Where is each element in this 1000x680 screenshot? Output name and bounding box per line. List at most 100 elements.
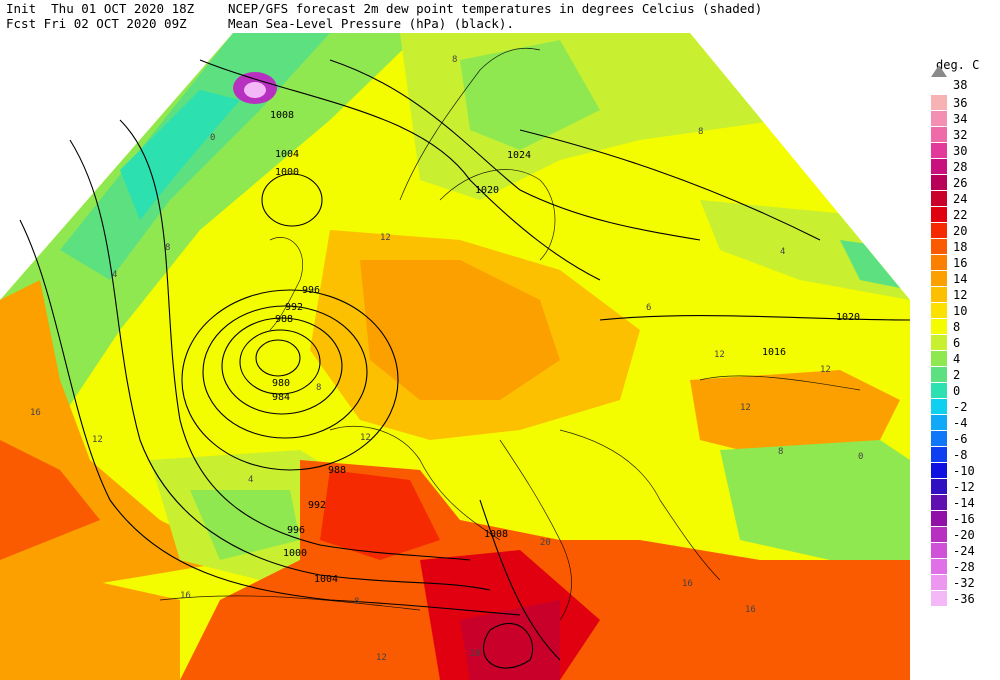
colorbar-swatch	[931, 303, 947, 318]
colorbar-swatch	[931, 559, 947, 574]
init-time-text: Init Thu 01 OCT 2020 18Z	[6, 1, 195, 16]
isobar-label: 1016	[762, 347, 786, 358]
dewpoint-label: 12	[740, 403, 751, 413]
isobar-label: 1008	[270, 110, 294, 121]
colorbar-swatch	[931, 447, 947, 462]
colorbar-swatch	[931, 111, 947, 126]
colorbar-label: 34	[953, 112, 968, 126]
dewpoint-label: 8	[354, 597, 359, 607]
forecast-time-text: Fcst Fri 02 OCT 2020 09Z	[6, 16, 187, 31]
colorbar-swatch	[931, 431, 947, 446]
dewpoint-label: 12	[360, 433, 371, 443]
coastlines	[159, 47, 861, 621]
colorbar-swatch	[931, 575, 947, 590]
dewpoint-label: 4	[248, 475, 253, 485]
isobar-label: 1024	[507, 150, 531, 161]
colorbar-top-label: 38	[953, 78, 968, 92]
dewpoint-label: 8	[165, 243, 170, 253]
isobar-label: 1004	[275, 149, 299, 160]
isobar-label: 980	[272, 378, 290, 389]
dewpoint-label: 8	[316, 383, 321, 393]
colorbar-swatch	[931, 239, 947, 254]
dewpoint-label: 4	[112, 270, 117, 280]
colorbar-swatch	[931, 479, 947, 494]
dewpoint-label: 16	[682, 579, 693, 589]
isobar-label: 988	[275, 314, 293, 325]
isobar-label: 996	[302, 285, 320, 296]
colorbar-label: -8	[953, 448, 968, 462]
colorbar-swatch	[931, 207, 947, 222]
colorbar-swatch	[931, 495, 947, 510]
dewpoint-label: 0	[210, 133, 215, 143]
colorbar-label: -32	[953, 576, 975, 590]
colorbar-swatch	[931, 591, 947, 606]
dewpoint-shading	[0, 33, 910, 680]
dewpoint-label: 12	[380, 233, 391, 243]
colorbar-swatch	[931, 287, 947, 302]
colorbar-label: -36	[953, 592, 975, 606]
isobar-label: 988	[328, 465, 346, 476]
colorbar-label: -2	[953, 400, 968, 414]
dewpoint-labels: 0 8 4 16 12 12 8 12 6 8 4 12 12 4 12 16 …	[30, 55, 863, 663]
colorbar-label: 0	[953, 384, 961, 398]
dewpoint-label: 12	[714, 350, 725, 360]
isobar-label: 992	[285, 302, 303, 313]
colorbar-top-arrow	[931, 65, 947, 77]
dewpoint-label: 16	[745, 605, 756, 615]
colorbar-swatch	[931, 223, 947, 238]
colorbar-label: -14	[953, 496, 975, 510]
dewpoint-label: 16	[180, 591, 191, 601]
colorbar-swatch	[931, 255, 947, 270]
colorbar-label: 8	[953, 320, 961, 334]
dewpoint-label: 8	[698, 127, 703, 137]
isobars	[19, 59, 911, 669]
isobar-label: 1020	[836, 312, 860, 323]
colorbar-label: -12	[953, 480, 975, 494]
colorbar-label: 18	[953, 240, 968, 254]
colorbar-label: -4	[953, 416, 968, 430]
dewpoint-label: 20	[540, 538, 551, 548]
dewpoint-label: 4	[780, 247, 785, 257]
dewpoint-label: 8	[452, 55, 457, 65]
colorbar-swatch	[931, 335, 947, 350]
colorbar-swatch	[931, 143, 947, 158]
dewpoint-label: 6	[646, 303, 651, 313]
colorbar-label: 22	[953, 208, 968, 222]
colorbar-label: 2	[953, 368, 961, 382]
isobar-labels: 1008 1004 1000 996 992 988 980 984 1020 …	[270, 110, 860, 585]
isobar-label: 984	[272, 392, 290, 403]
colorbar-label: -20	[953, 528, 975, 542]
dewpoint-label: 12	[92, 435, 103, 445]
colorbar-label: -24	[953, 544, 975, 558]
colorbar-swatch	[931, 175, 947, 190]
colorbar-label: 32	[953, 128, 968, 142]
colorbar-label: 6	[953, 336, 961, 350]
colorbar-label: 20	[953, 224, 968, 238]
colorbar-label: -10	[953, 464, 975, 478]
colorbar-label: 26	[953, 176, 968, 190]
colorbar-swatch	[931, 127, 947, 142]
colorbar-label: 16	[953, 256, 968, 270]
map-title-line2: Mean Sea-Level Pressure (hPa) (black).	[228, 16, 514, 31]
colorbar-swatch	[931, 399, 947, 414]
colorbar-label: -28	[953, 560, 975, 574]
dewpoint-label: 12	[820, 365, 831, 375]
weather-map: 1008 1004 1000 996 992 988 980 984 1020 …	[0, 33, 911, 680]
colorbar-label: 4	[953, 352, 961, 366]
colorbar-swatch	[931, 543, 947, 558]
colorbar-swatch	[931, 191, 947, 206]
colorbar-swatch	[931, 367, 947, 382]
dewpoint-label: 0	[858, 452, 863, 462]
colorbar-swatch	[931, 463, 947, 478]
colorbar-swatch	[931, 351, 947, 366]
dewpoint-label: 8	[778, 447, 783, 457]
colorbar-swatch	[931, 271, 947, 286]
colorbar-swatch	[931, 319, 947, 334]
colorbar-swatch	[931, 159, 947, 174]
isobar-label: 1000	[283, 548, 307, 559]
isobar-label: 1020	[475, 185, 499, 196]
dewpoint-label: 20	[470, 649, 481, 659]
colorbar-label: 12	[953, 288, 968, 302]
map-title-line1: NCEP/GFS forecast 2m dew point temperatu…	[228, 1, 763, 16]
isobar-label: 996	[287, 525, 305, 536]
